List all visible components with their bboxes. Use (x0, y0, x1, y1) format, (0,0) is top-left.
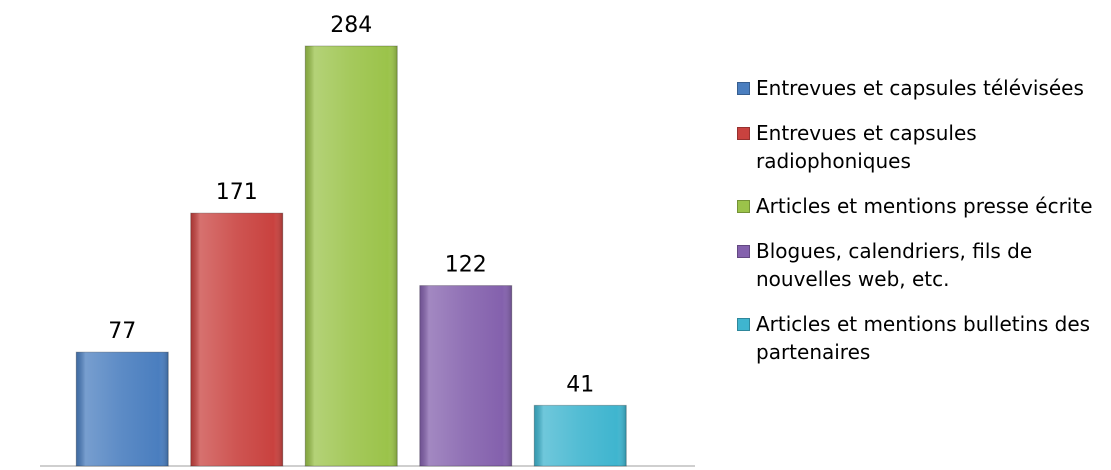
legend-swatch (737, 200, 750, 213)
legend-swatch (737, 318, 750, 331)
data-label: 284 (330, 13, 372, 38)
chart: 77 171 284 122 41 (40, 13, 695, 467)
bar-shine (419, 285, 512, 466)
data-label: 122 (445, 253, 487, 278)
legend-label: Entrevues et capsules radiophoniques (756, 121, 977, 173)
data-label: 77 (108, 319, 136, 344)
legend-swatch (737, 82, 750, 95)
legend: Entrevues et capsules télévisées Entrevue… (737, 74, 1097, 383)
bar-shine (190, 213, 283, 466)
legend-swatch (737, 245, 750, 258)
legend-label: Articles et mentions bulletins des parte… (756, 312, 1091, 364)
legend-label: Articles et mentions presse écrite (756, 194, 1093, 218)
legend-label: Blogues, calendriers, fils de nouvelles … (756, 239, 1033, 291)
legend-swatch (737, 127, 750, 140)
bar-shine (305, 46, 398, 466)
bar-shine (534, 405, 627, 466)
legend-label: Entrevues et capsules télévisées (756, 76, 1084, 100)
legend-item: Articles et mentions bulletins des parte… (737, 310, 1097, 366)
data-label: 41 (566, 372, 594, 397)
legend-item: Entrevues et capsules télévisées (737, 74, 1097, 102)
legend-item: Articles et mentions presse écrite (737, 192, 1097, 220)
bar-shine (76, 352, 169, 466)
legend-item: Blogues, calendriers, fils de nouvelles … (737, 237, 1097, 293)
data-label: 171 (216, 180, 258, 205)
legend-item: Entrevues et capsules radiophoniques (737, 119, 1097, 175)
